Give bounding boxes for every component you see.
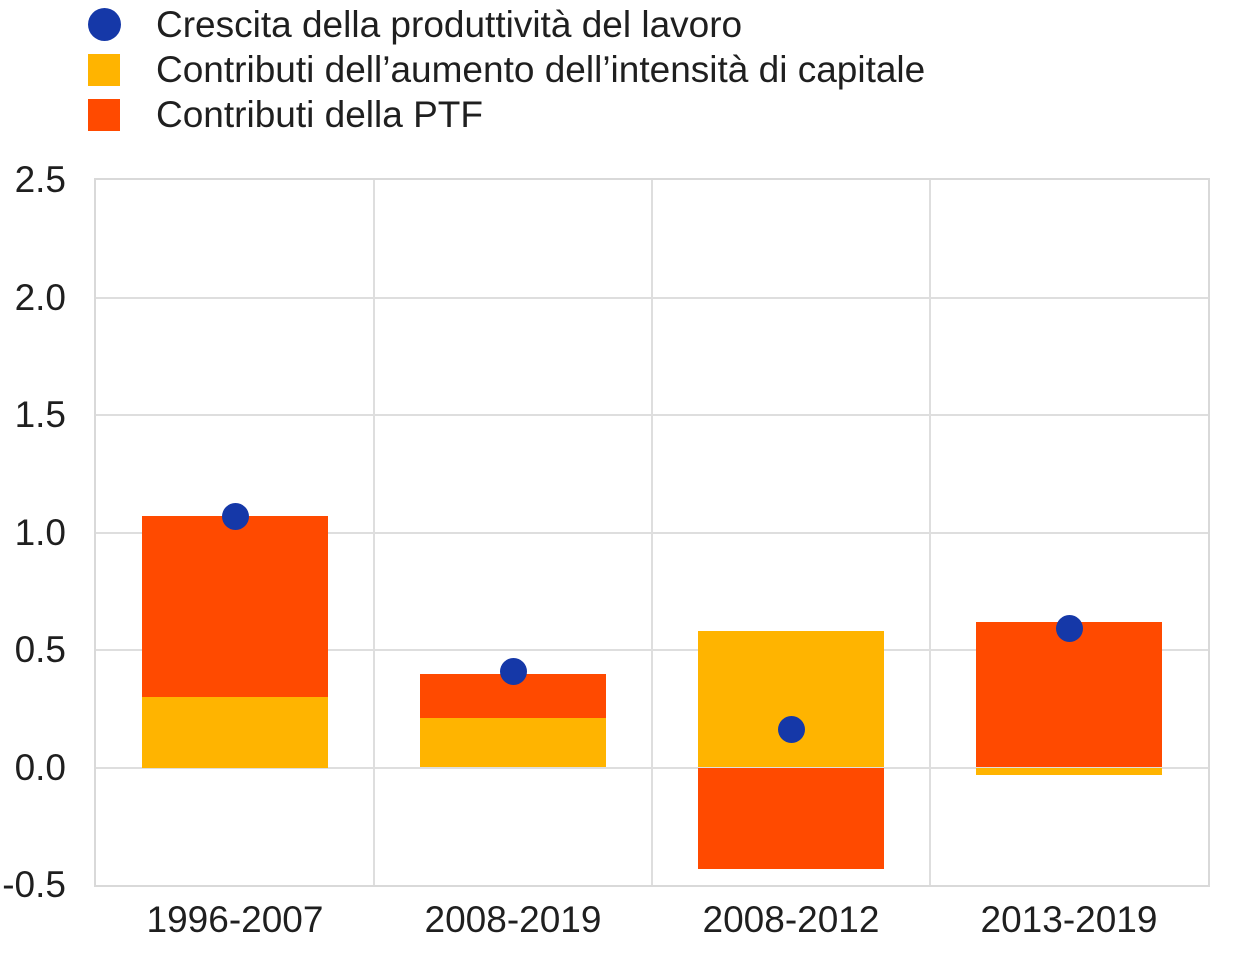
x-tick-label: 1996-2007 bbox=[146, 899, 324, 940]
y-tick-label: 1.5 bbox=[14, 394, 66, 435]
x-tick-label: 2008-2012 bbox=[702, 899, 880, 940]
data-point-dot bbox=[499, 657, 527, 685]
legend-square-marker-icon bbox=[88, 98, 120, 131]
gridline-vertical bbox=[651, 180, 653, 885]
gridline-vertical bbox=[373, 180, 375, 885]
data-point-dot bbox=[1055, 615, 1083, 643]
legend-label-productivity: Crescita della produttività del lavoro bbox=[156, 4, 743, 45]
data-point-dot bbox=[221, 502, 249, 530]
data-point-dot bbox=[777, 716, 805, 744]
bar-segment bbox=[698, 767, 884, 869]
legend-circle-marker-icon bbox=[88, 8, 121, 41]
bar-segment bbox=[698, 631, 884, 768]
legend-item-capital-intensity: Contributi dell’aumento dell’intensità d… bbox=[88, 47, 925, 92]
legend-label-ptf: Contributi della PTF bbox=[156, 94, 483, 135]
x-tick-label: 2008-2019 bbox=[424, 899, 602, 940]
bar-segment bbox=[142, 697, 328, 768]
legend: Crescita della produttività del lavoro C… bbox=[88, 2, 925, 137]
y-tick-label: 2.5 bbox=[14, 159, 66, 200]
bar-segment bbox=[420, 718, 606, 768]
gridline-vertical bbox=[929, 180, 931, 885]
bar-segment bbox=[142, 516, 328, 697]
y-tick-label: 0.0 bbox=[14, 746, 66, 788]
x-tick-label: 2013-2019 bbox=[980, 899, 1158, 940]
legend-item-productivity: Crescita della produttività del lavoro bbox=[88, 2, 925, 47]
bar-segment bbox=[976, 767, 1162, 775]
legend-square-marker-icon bbox=[88, 53, 120, 86]
plot-area bbox=[94, 178, 1210, 887]
legend-item-ptf: Contributi della PTF bbox=[88, 92, 925, 137]
y-tick-label: -0.5 bbox=[2, 864, 66, 905]
legend-label-capital-intensity: Contributi dell’aumento dell’intensità d… bbox=[156, 49, 926, 90]
y-tick-label: 2.0 bbox=[14, 276, 66, 318]
y-tick-label: 0.5 bbox=[14, 629, 66, 670]
bar-segment bbox=[976, 621, 1162, 768]
y-tick-label: 1.0 bbox=[14, 511, 66, 553]
